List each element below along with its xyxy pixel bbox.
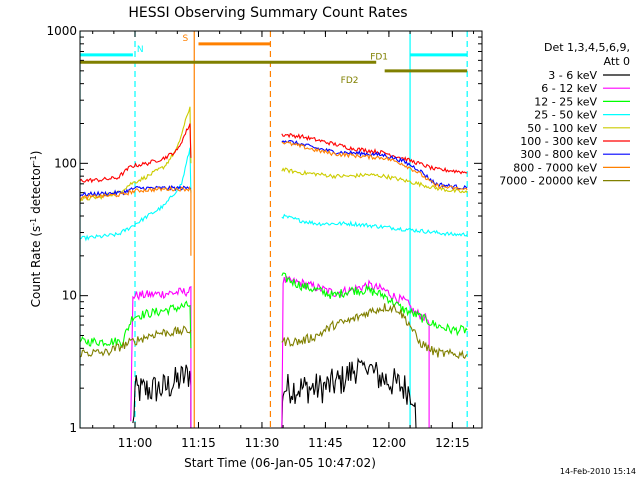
y-tick-label-1: 10 xyxy=(62,289,77,303)
flag-label-fd2: FD2 xyxy=(341,76,359,86)
legend-header-2: Att 0 xyxy=(604,55,630,68)
series-line-7-0 xyxy=(80,185,192,256)
x-axis-label: Start Time (06-Jan-05 10:47:02) xyxy=(184,456,376,470)
legend-label-1: 6 - 12 keV xyxy=(541,82,597,95)
series-line-3-1 xyxy=(281,213,468,237)
series-line-1-1 xyxy=(281,275,430,428)
plot-frame xyxy=(79,30,483,429)
series-line-4-1 xyxy=(281,167,468,194)
y-axis-label-part-3: ) xyxy=(29,151,43,156)
x-tick-label-1: 11:15 xyxy=(181,436,216,450)
flag-label-s: S xyxy=(182,34,188,44)
series-line-2-0 xyxy=(80,300,192,349)
legend-label-7: 800 - 7000 keV xyxy=(513,161,597,174)
legend-label-8: 7000 - 20000 keV xyxy=(499,175,597,188)
series-line-6-0 xyxy=(80,184,192,197)
chart-title: HESSI Observing Summary Count Rates xyxy=(128,5,407,21)
series-line-8-1 xyxy=(281,303,468,360)
legend-label-5: 100 - 300 keV xyxy=(520,135,597,148)
legend-label-4: 50 - 100 keV xyxy=(527,122,597,135)
x-tick-label-2: 11:30 xyxy=(245,436,280,450)
series-line-0-1 xyxy=(281,357,417,428)
series-line-6-1 xyxy=(281,140,468,190)
axis-ticks: 11:00 11:15 11:30 11:45 12:00 12:15 1 10 100 1000 xyxy=(46,24,482,450)
legend-label-3: 25 - 50 keV xyxy=(534,109,597,122)
x-tick-label-3: 11:45 xyxy=(308,436,343,450)
series-line-5-1 xyxy=(281,132,468,175)
y-tick-label-3: 1000 xyxy=(46,24,77,38)
series-line-5-0 xyxy=(80,123,192,184)
flag-label-n: N xyxy=(137,45,144,55)
series-line-2-1 xyxy=(281,272,468,337)
y-tick-label-2: 100 xyxy=(54,156,77,170)
x-tick-label-0: 11:00 xyxy=(118,436,153,450)
series-line-1-0 xyxy=(130,285,192,428)
flag-label-fd1: FD1 xyxy=(370,52,388,62)
footer-timestamp: 14-Feb-2010 15:14 xyxy=(560,467,636,476)
y-axis-label-sup-2: -1 xyxy=(29,155,38,163)
y-axis-label: Count Rate (s-1 detector-1) xyxy=(29,151,44,308)
x-tick-label-4: 12:00 xyxy=(372,436,407,450)
plot-area xyxy=(80,31,468,428)
x-tick-label-5: 12:15 xyxy=(435,436,470,450)
series-line-0-0 xyxy=(132,364,192,428)
legend-header-1: Det 1,3,4,5,6,9, xyxy=(544,41,630,54)
legend-label-0: 3 - 6 keV xyxy=(548,69,597,82)
series-line-3-0 xyxy=(80,147,192,242)
legend-label-6: 300 - 800 keV xyxy=(520,148,597,161)
series-line-8-0 xyxy=(80,325,192,358)
legend-label-2: 12 - 25 keV xyxy=(534,95,597,108)
y-tick-label-0: 1 xyxy=(69,421,77,435)
y-axis-label-sup-1: -1 xyxy=(29,218,38,226)
y-axis-label-part-1: Count Rate (s xyxy=(29,226,43,308)
series-line-7-1 xyxy=(281,141,468,191)
y-axis-label-part-2: detector xyxy=(29,163,43,218)
